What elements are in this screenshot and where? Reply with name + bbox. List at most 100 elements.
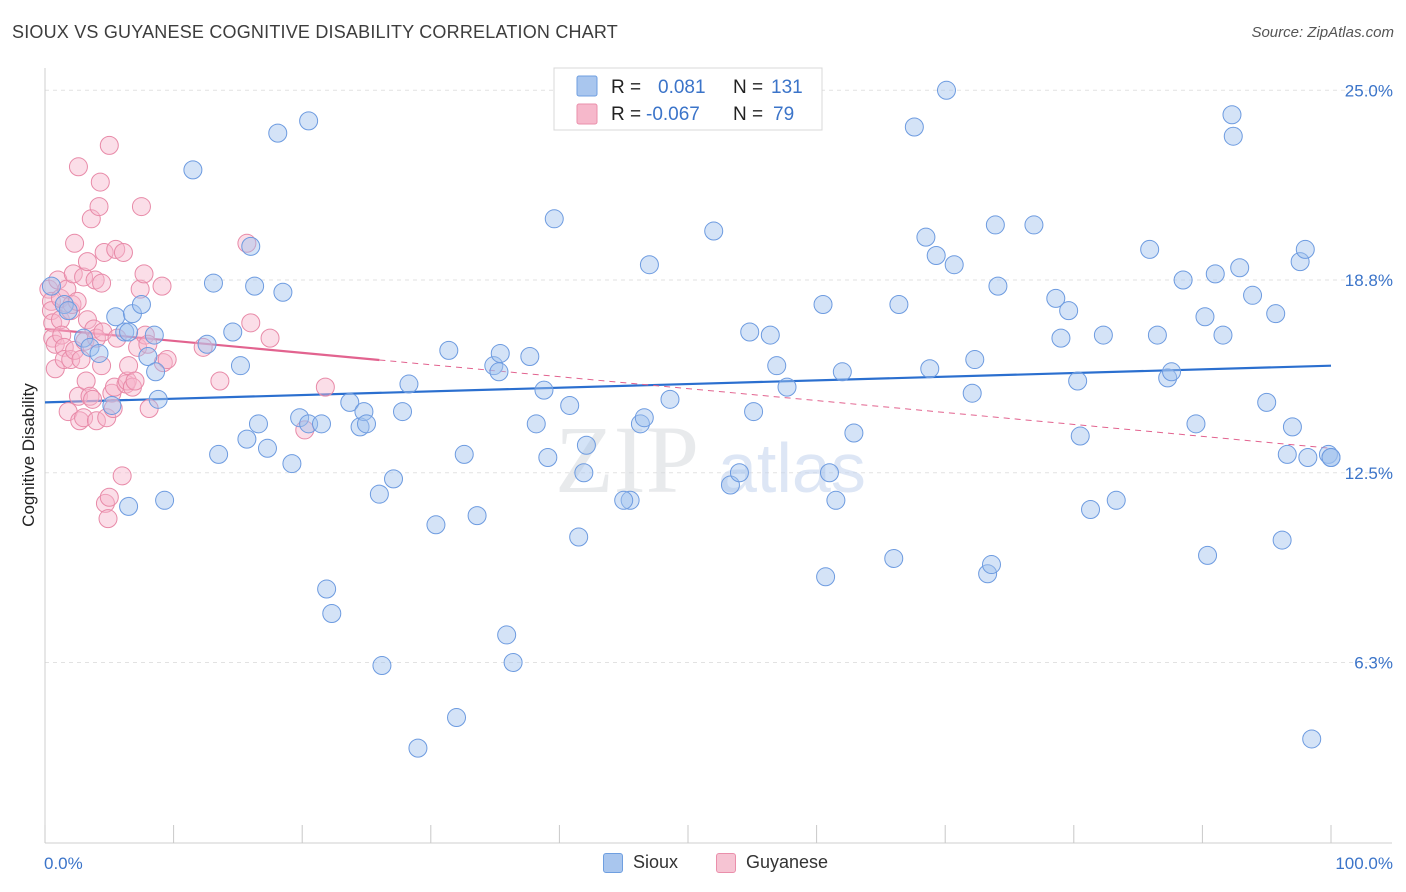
point-sioux-76 xyxy=(744,402,764,422)
point-sioux-81 xyxy=(816,567,836,587)
point-sioux-6 xyxy=(106,307,126,327)
point-sioux-100 xyxy=(1024,215,1044,235)
point-sioux-25 xyxy=(241,236,261,256)
point-sioux-95 xyxy=(965,350,985,370)
point-sioux-121 xyxy=(1243,285,1263,305)
point-sioux-38 xyxy=(340,392,360,412)
x-tick-label-1: 100.0% xyxy=(1335,854,1393,873)
point-sioux-131 xyxy=(1321,447,1341,467)
point-sioux-1 xyxy=(54,294,74,314)
point-sioux-74 xyxy=(729,463,749,483)
point-sioux-135 xyxy=(614,490,634,510)
point-sioux-84 xyxy=(832,362,852,382)
point-sioux-20 xyxy=(203,273,223,293)
legend-item-guyanese[interactable]: Guyanese xyxy=(716,852,828,873)
point-sioux-80 xyxy=(813,294,833,314)
point-sioux-104 xyxy=(1068,371,1088,391)
legend-swatch-sioux-bottom xyxy=(603,852,623,873)
point-sioux-18 xyxy=(183,160,203,180)
point-guyanese-27 xyxy=(74,267,94,287)
point-sioux-43 xyxy=(372,656,392,676)
point-guyanese-39 xyxy=(89,197,109,217)
point-sioux-122 xyxy=(1257,392,1277,412)
point-sioux-66 xyxy=(620,490,640,510)
point-guyanese-51 xyxy=(103,399,123,419)
legend-r-label-sioux: R = xyxy=(611,77,641,98)
point-sioux-34 xyxy=(299,111,319,131)
point-guyanese-53 xyxy=(106,239,126,259)
point-sioux-89 xyxy=(916,227,936,247)
point-guyanese-47 xyxy=(98,509,118,529)
point-sioux-68 xyxy=(634,408,654,428)
legend-item-sioux[interactable]: Sioux xyxy=(603,852,678,873)
point-sioux-52 xyxy=(467,506,487,526)
point-sioux-55 xyxy=(497,625,517,645)
point-sioux-10 xyxy=(119,322,139,342)
point-guyanese-69 xyxy=(152,276,172,296)
y-tick-label-2: 12.5% xyxy=(1345,464,1393,483)
point-sioux-9 xyxy=(119,496,139,516)
point-sioux-61 xyxy=(544,209,564,229)
point-sioux-78 xyxy=(767,356,787,376)
point-sioux-44 xyxy=(384,469,404,489)
point-guyanese-29 xyxy=(76,371,96,391)
point-sioux-50 xyxy=(447,708,467,728)
point-guyanese-73 xyxy=(210,371,230,391)
point-sioux-31 xyxy=(282,454,302,474)
point-sioux-127 xyxy=(1295,239,1315,259)
point-sioux-3 xyxy=(74,328,94,348)
point-sioux-82 xyxy=(819,463,839,483)
watermark: ZIP atlas xyxy=(555,406,866,513)
point-guyanese-42 xyxy=(92,356,112,376)
point-sioux-30 xyxy=(273,282,293,302)
point-sioux-37 xyxy=(322,604,342,624)
watermark-atlas: atlas xyxy=(718,429,866,507)
point-sioux-92 xyxy=(936,80,956,100)
point-sioux-102 xyxy=(1051,328,1071,348)
point-sioux-83 xyxy=(826,490,846,510)
point-sioux-99 xyxy=(988,276,1008,296)
point-guyanese-44 xyxy=(94,242,114,262)
point-sioux-22 xyxy=(223,322,243,342)
point-sioux-97 xyxy=(981,555,1001,575)
point-sioux-72 xyxy=(704,221,724,241)
point-sioux-98 xyxy=(985,215,1005,235)
point-sioux-91 xyxy=(926,246,946,266)
point-sioux-48 xyxy=(426,515,446,535)
legend-n-label-guyanese: N = xyxy=(733,104,763,125)
series-legend: Sioux Guyanese xyxy=(0,852,1406,876)
point-sioux-69 xyxy=(639,255,659,275)
point-sioux-88 xyxy=(904,117,924,137)
point-sioux-64 xyxy=(574,463,594,483)
point-sioux-93 xyxy=(944,255,964,275)
point-sioux-111 xyxy=(1162,362,1182,382)
point-sioux-123 xyxy=(1266,304,1286,324)
point-guyanese-64 xyxy=(131,197,151,217)
point-sioux-109 xyxy=(1147,325,1167,345)
point-sioux-132 xyxy=(1298,447,1318,467)
point-guyanese-61 xyxy=(125,371,145,391)
point-guyanese-30 xyxy=(77,310,97,330)
point-sioux-46 xyxy=(399,374,419,394)
point-guyanese-22 xyxy=(68,157,88,177)
legend-r-label-guyanese: R = xyxy=(611,104,641,125)
point-sioux-5 xyxy=(89,343,109,363)
point-sioux-13 xyxy=(138,346,158,366)
point-sioux-86 xyxy=(884,548,904,568)
point-sioux-67 xyxy=(630,414,650,434)
point-sioux-15 xyxy=(148,389,168,409)
point-sioux-85 xyxy=(844,423,864,443)
point-sioux-113 xyxy=(1186,414,1206,434)
point-sioux-21 xyxy=(209,444,229,464)
point-guyanese-54 xyxy=(107,328,127,348)
legend-label-guyanese: Guyanese xyxy=(746,852,829,872)
point-sioux-108 xyxy=(1140,239,1160,259)
point-guyanese-20 xyxy=(65,233,85,253)
point-sioux-87 xyxy=(889,294,909,314)
point-sioux-134 xyxy=(1070,426,1090,446)
point-sioux-106 xyxy=(1093,325,1113,345)
point-sioux-62 xyxy=(560,395,580,415)
point-sioux-118 xyxy=(1222,105,1242,125)
point-sioux-41 xyxy=(357,414,376,434)
point-guyanese-34 xyxy=(83,389,103,409)
